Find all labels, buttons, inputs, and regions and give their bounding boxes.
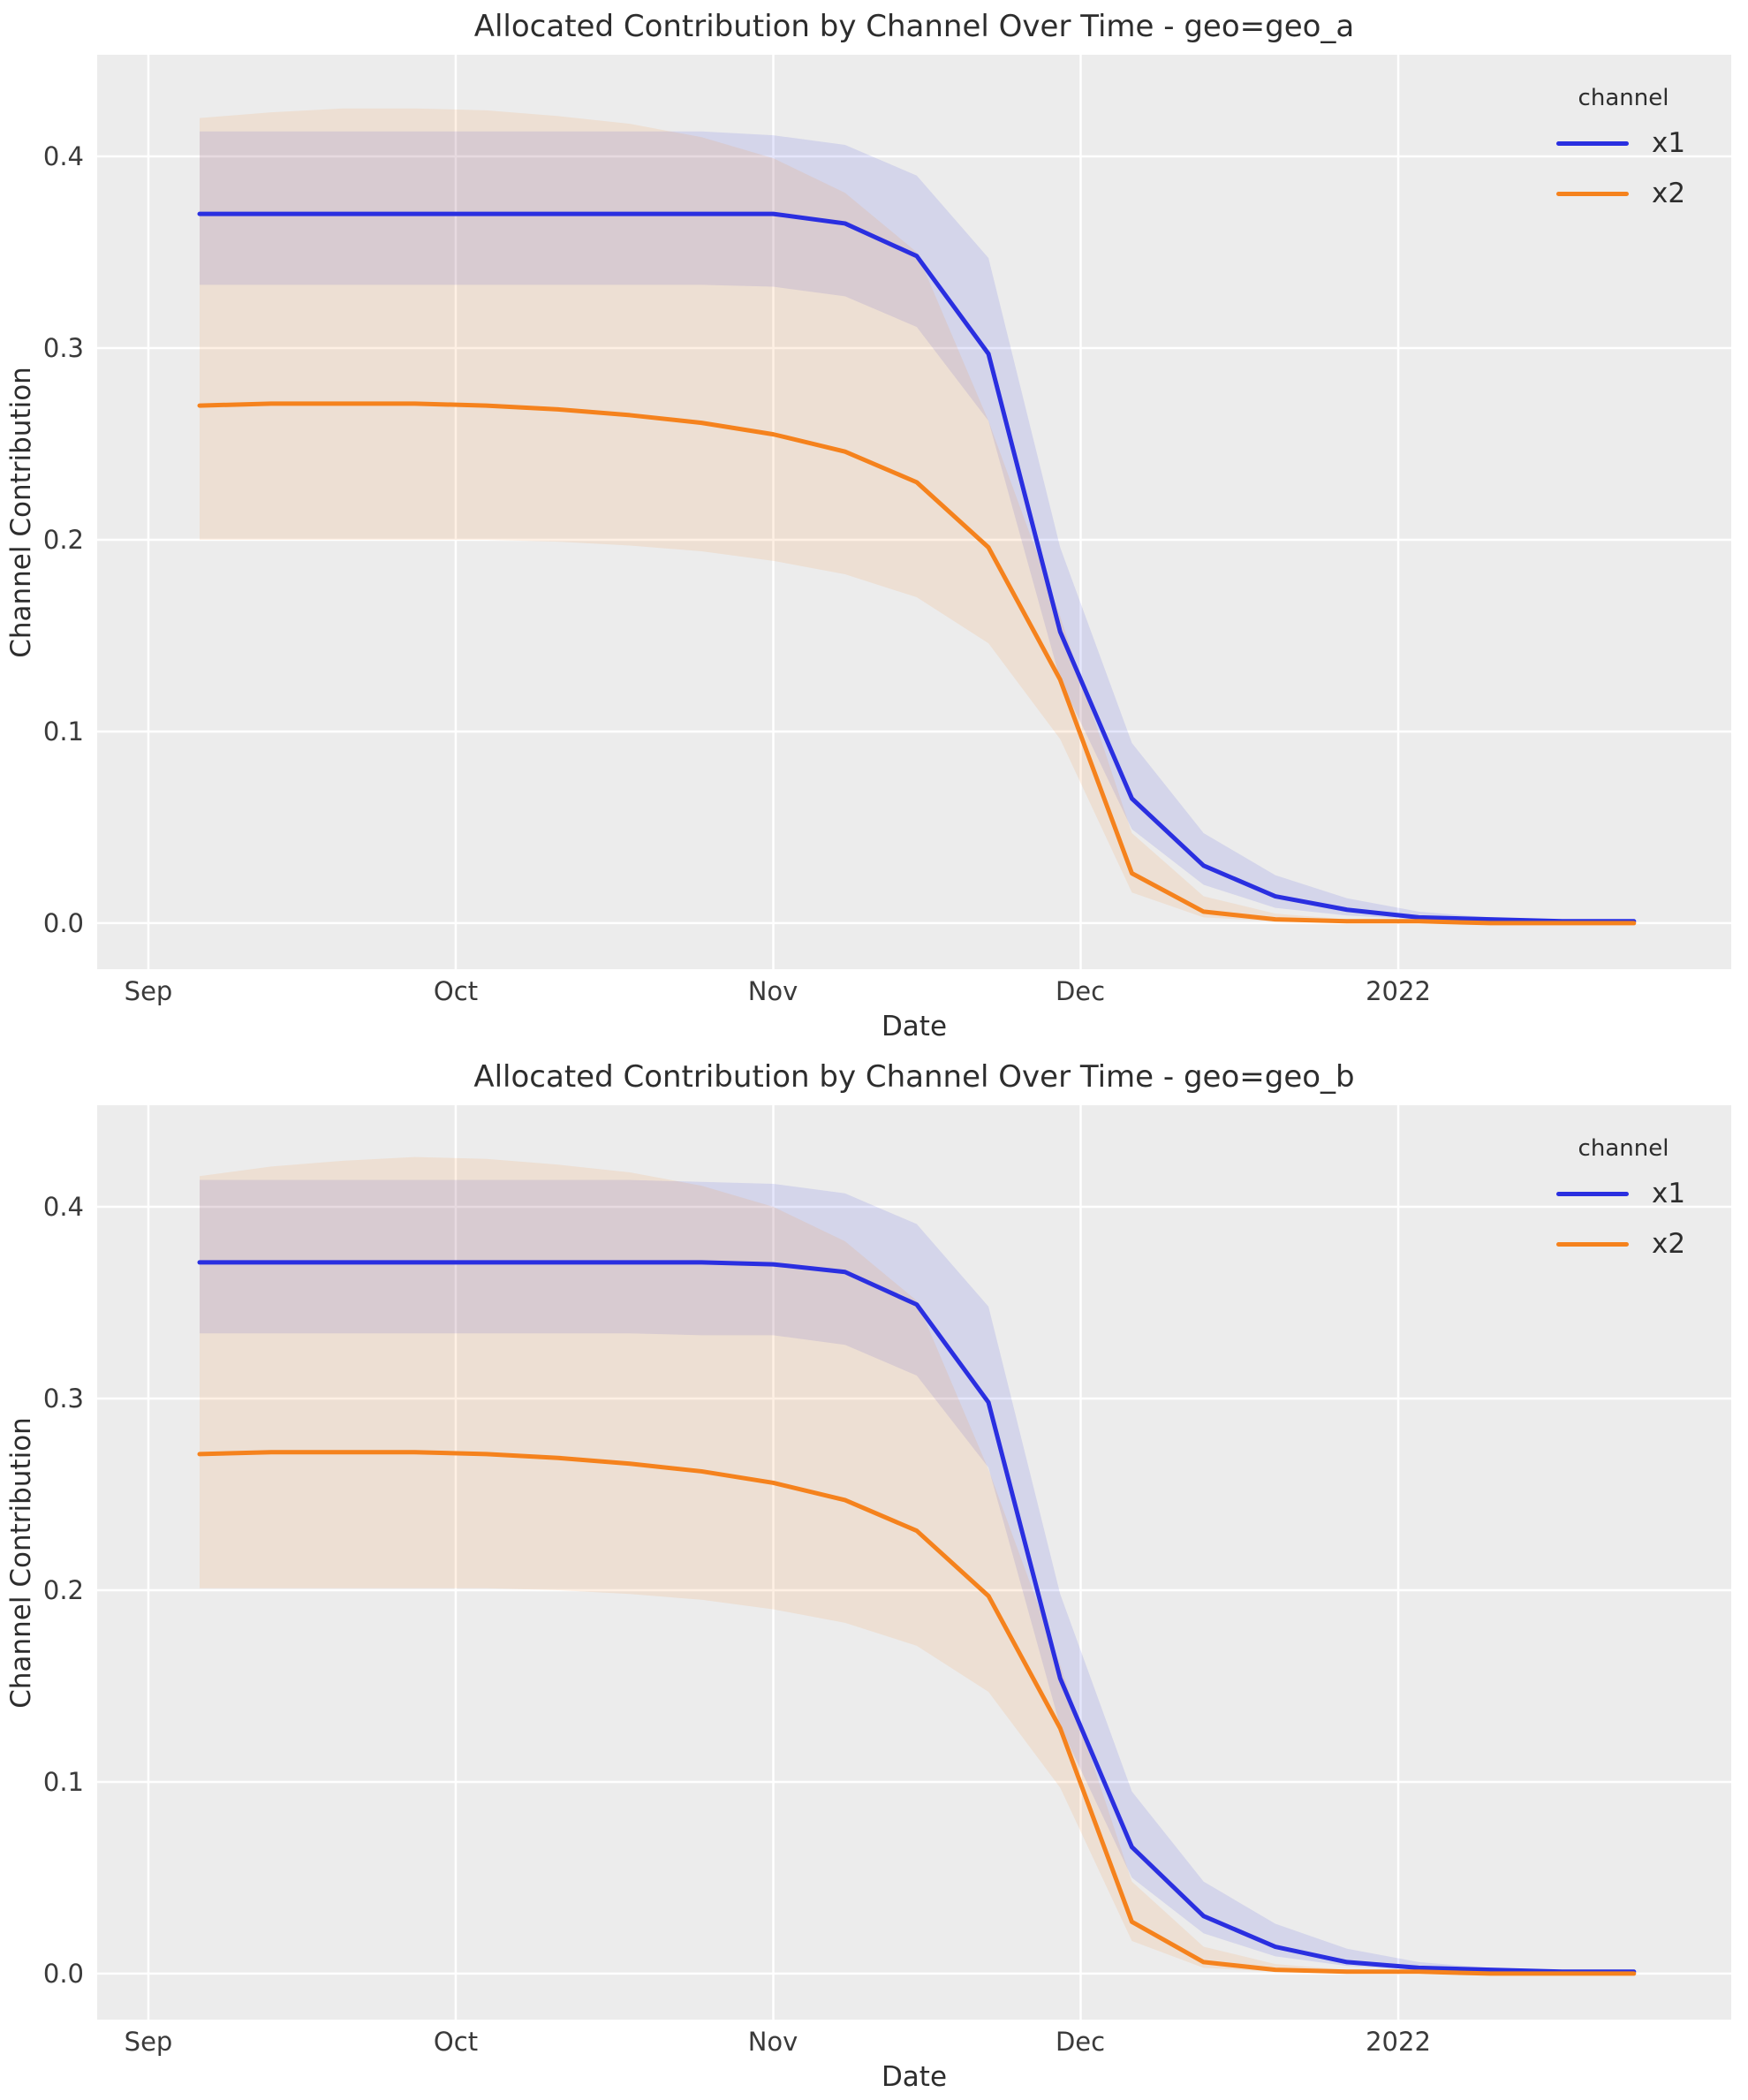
legend-label-x2: x2 <box>1652 178 1686 209</box>
legend-entry-x1: x1 <box>1556 1169 1691 1219</box>
x-tick-label: 2022 <box>1366 976 1431 1006</box>
y-tick-label: 0.3 <box>43 1384 84 1414</box>
legend-label-x1: x1 <box>1652 127 1686 159</box>
chart-title: Allocated Contribution by Channel Over T… <box>473 1059 1354 1095</box>
y-tick-label: 0.2 <box>43 525 84 555</box>
plot-area <box>97 55 1731 969</box>
y-tick-label: 0.0 <box>43 908 84 938</box>
x-tick-label: Dec <box>1056 2027 1105 2057</box>
x-tick-label: Nov <box>748 976 798 1006</box>
chart-geo-a: Allocated Contribution by Channel Over T… <box>5 9 1731 1042</box>
legend-entry-x2: x2 <box>1556 1219 1691 1270</box>
legend-entry-x2: x2 <box>1556 169 1691 219</box>
y-axis-label: Channel Contribution <box>5 367 37 658</box>
y-tick-label: 0.2 <box>43 1575 84 1605</box>
legend-title: channel <box>1578 85 1669 111</box>
legend-line-swatch-x1 <box>1556 141 1629 146</box>
x-tick-label: 2022 <box>1366 2027 1431 2057</box>
x-tick-label: Sep <box>125 2027 173 2057</box>
plot-area <box>97 1105 1731 2020</box>
legend-label-x1: x1 <box>1652 1178 1686 1209</box>
y-tick-label: 0.1 <box>43 1767 84 1797</box>
x-tick-label: Oct <box>434 976 478 1006</box>
legend-entry-x1: x1 <box>1556 118 1691 169</box>
legend-line-swatch-x2 <box>1556 1242 1629 1247</box>
legend-label-x2: x2 <box>1652 1228 1686 1260</box>
legend: channel x1 x2 <box>1556 1135 1691 1270</box>
y-axis-label: Channel Contribution <box>5 1417 37 1709</box>
legend-line-swatch-x2 <box>1556 192 1629 196</box>
chart-title: Allocated Contribution by Channel Over T… <box>474 9 1355 44</box>
y-tick-label: 0.3 <box>43 333 84 363</box>
legend-title: channel <box>1578 1135 1669 1162</box>
x-tick-label: Oct <box>434 2027 478 2057</box>
chart-geo-b-svg: Allocated Contribution by Channel Over T… <box>5 1059 1731 2093</box>
chart-geo-a-svg: Allocated Contribution by Channel Over T… <box>5 9 1731 1042</box>
y-tick-label: 0.1 <box>43 716 84 747</box>
x-axis-label: Date <box>882 1011 947 1042</box>
x-tick-label: Dec <box>1056 976 1105 1006</box>
x-axis-label: Date <box>882 2061 947 2093</box>
x-tick-label: Sep <box>125 976 173 1006</box>
legend-line-swatch-x1 <box>1556 1192 1629 1196</box>
legend: channel x1 x2 <box>1556 85 1691 219</box>
y-tick-label: 0.4 <box>43 1192 84 1222</box>
y-tick-label: 0.4 <box>43 141 84 171</box>
chart-geo-b: Allocated Contribution by Channel Over T… <box>0 1050 1748 2100</box>
x-tick-label: Nov <box>748 2027 798 2057</box>
y-tick-label: 0.0 <box>43 1959 84 1989</box>
